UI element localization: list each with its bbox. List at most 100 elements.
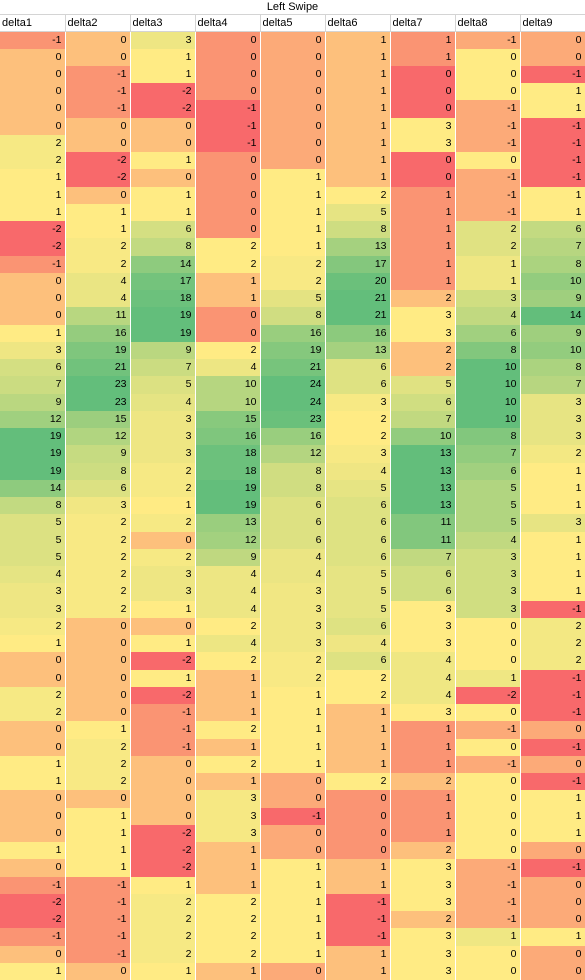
column-header[interactable]: delta9 xyxy=(520,15,585,32)
table-cell[interactable]: 2 xyxy=(195,755,261,773)
table-cell[interactable]: 1 xyxy=(390,824,456,842)
table-cell[interactable]: 1 xyxy=(65,859,131,877)
table-cell[interactable]: -1 xyxy=(520,169,585,187)
table-cell[interactable]: 1 xyxy=(390,255,456,273)
table-cell[interactable]: 1 xyxy=(130,669,196,687)
table-cell[interactable]: 0 xyxy=(260,842,326,860)
table-cell[interactable]: 1 xyxy=(195,272,261,290)
table-cell[interactable]: 9 xyxy=(130,341,196,359)
table-cell[interactable]: 1 xyxy=(195,686,261,704)
table-cell[interactable]: 2 xyxy=(325,428,391,446)
table-cell[interactable]: 0 xyxy=(455,83,521,101)
table-cell[interactable]: -1 xyxy=(455,186,521,204)
table-cell[interactable]: 4 xyxy=(195,600,261,618)
table-cell[interactable]: -1 xyxy=(455,755,521,773)
table-cell[interactable]: 0 xyxy=(520,893,585,911)
table-cell[interactable]: 3 xyxy=(455,290,521,308)
table-cell[interactable]: 1 xyxy=(260,704,326,722)
table-cell[interactable]: 1 xyxy=(0,842,66,860)
table-cell[interactable]: 0 xyxy=(0,807,66,825)
table-cell[interactable]: 0 xyxy=(325,790,391,808)
table-cell[interactable]: 2 xyxy=(195,721,261,739)
table-cell[interactable]: 0 xyxy=(455,842,521,860)
table-cell[interactable]: 2 xyxy=(195,928,261,946)
table-cell[interactable]: 1 xyxy=(0,962,66,980)
table-cell[interactable]: 10 xyxy=(390,428,456,446)
table-cell[interactable]: 4 xyxy=(195,583,261,601)
table-cell[interactable]: 0 xyxy=(195,186,261,204)
table-cell[interactable]: 3 xyxy=(455,600,521,618)
table-cell[interactable]: 4 xyxy=(195,359,261,377)
table-cell[interactable]: 1 xyxy=(130,600,196,618)
table-cell[interactable]: 10 xyxy=(195,376,261,394)
table-cell[interactable]: -1 xyxy=(65,945,131,963)
table-cell[interactable]: 7 xyxy=(520,376,585,394)
table-cell[interactable]: 3 xyxy=(195,824,261,842)
table-cell[interactable]: 3 xyxy=(390,704,456,722)
table-cell[interactable]: 0 xyxy=(520,945,585,963)
table-cell[interactable]: 4 xyxy=(325,635,391,653)
table-cell[interactable]: 8 xyxy=(260,462,326,480)
table-cell[interactable]: 1 xyxy=(325,117,391,135)
table-cell[interactable]: 7 xyxy=(390,410,456,428)
table-cell[interactable]: 5 xyxy=(325,600,391,618)
table-cell[interactable]: 1 xyxy=(0,186,66,204)
table-cell[interactable]: 6 xyxy=(325,497,391,515)
table-cell[interactable]: 1 xyxy=(390,755,456,773)
table-cell[interactable]: 0 xyxy=(455,65,521,83)
table-cell[interactable]: 1 xyxy=(390,186,456,204)
table-cell[interactable]: 1 xyxy=(260,221,326,239)
table-cell[interactable]: 2 xyxy=(130,514,196,532)
table-cell[interactable]: 5 xyxy=(455,514,521,532)
table-cell[interactable]: 0 xyxy=(130,617,196,635)
table-cell[interactable]: 2 xyxy=(325,669,391,687)
table-cell[interactable]: 3 xyxy=(390,945,456,963)
table-cell[interactable]: 0 xyxy=(390,152,456,170)
table-cell[interactable]: -2 xyxy=(130,686,196,704)
table-cell[interactable]: 2 xyxy=(195,911,261,929)
table-cell[interactable]: 1 xyxy=(390,807,456,825)
table-cell[interactable]: 12 xyxy=(65,428,131,446)
table-cell[interactable]: 4 xyxy=(130,393,196,411)
table-cell[interactable]: 0 xyxy=(0,100,66,118)
table-cell[interactable]: 2 xyxy=(390,359,456,377)
table-cell[interactable]: 1 xyxy=(390,48,456,66)
table-cell[interactable]: 3 xyxy=(455,583,521,601)
table-cell[interactable]: -1 xyxy=(0,928,66,946)
table-cell[interactable]: -1 xyxy=(520,686,585,704)
table-cell[interactable]: -1 xyxy=(0,876,66,894)
table-cell[interactable]: 3 xyxy=(130,566,196,584)
table-cell[interactable]: 10 xyxy=(195,393,261,411)
table-cell[interactable]: 2 xyxy=(325,410,391,428)
table-cell[interactable]: 3 xyxy=(390,893,456,911)
table-cell[interactable]: -1 xyxy=(65,893,131,911)
table-cell[interactable]: 2 xyxy=(130,893,196,911)
table-cell[interactable]: -1 xyxy=(325,928,391,946)
table-cell[interactable]: 0 xyxy=(260,117,326,135)
table-cell[interactable]: 3 xyxy=(390,928,456,946)
table-cell[interactable]: 19 xyxy=(0,428,66,446)
table-cell[interactable]: 6 xyxy=(325,531,391,549)
table-cell[interactable]: 3 xyxy=(195,790,261,808)
table-cell[interactable]: 5 xyxy=(455,479,521,497)
table-cell[interactable]: 19 xyxy=(0,462,66,480)
table-cell[interactable]: 3 xyxy=(130,410,196,428)
table-cell[interactable]: 2 xyxy=(65,514,131,532)
table-cell[interactable]: 13 xyxy=(325,238,391,256)
table-cell[interactable]: 1 xyxy=(260,755,326,773)
table-cell[interactable]: 2 xyxy=(65,583,131,601)
table-cell[interactable]: 0 xyxy=(65,686,131,704)
table-cell[interactable]: 3 xyxy=(390,876,456,894)
table-cell[interactable]: 12 xyxy=(260,445,326,463)
table-cell[interactable]: -1 xyxy=(520,117,585,135)
table-cell[interactable]: 9 xyxy=(520,324,585,342)
table-cell[interactable]: 0 xyxy=(260,824,326,842)
table-cell[interactable]: 2 xyxy=(325,686,391,704)
table-cell[interactable]: 7 xyxy=(520,238,585,256)
table-cell[interactable]: 8 xyxy=(260,307,326,325)
table-cell[interactable]: 2 xyxy=(130,911,196,929)
table-cell[interactable]: 10 xyxy=(520,272,585,290)
table-cell[interactable]: -2 xyxy=(0,238,66,256)
table-cell[interactable]: 6 xyxy=(455,462,521,480)
table-cell[interactable]: -2 xyxy=(130,859,196,877)
